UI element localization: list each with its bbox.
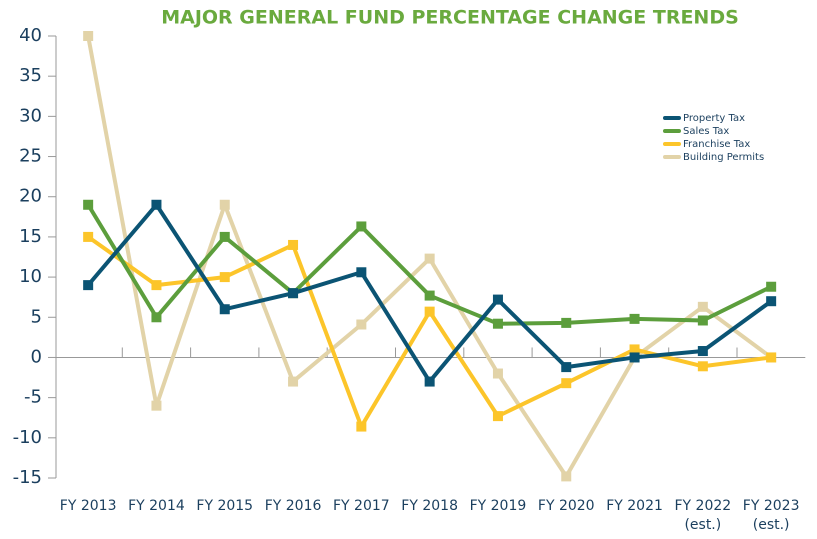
point [424,253,435,264]
point [356,267,367,278]
point [151,400,162,411]
y-tick-label: 5 [31,306,42,327]
x-tick-label: FY 2018 [401,498,458,514]
point [219,272,230,283]
point [219,304,230,315]
point [356,319,367,330]
point [766,296,777,307]
point [424,290,435,301]
point [83,199,94,210]
point [561,378,572,389]
point [766,281,777,292]
point [151,280,162,291]
legend-label: Building Permits [683,152,764,163]
y-tick-label: 0 [31,346,42,367]
point [424,306,435,317]
x-tick-label: FY 2021 [606,498,663,514]
x-tick-label: FY 2014 [128,498,185,514]
x-tick-label: FY 2019 [469,498,527,514]
y-tick-label: 25 [19,146,42,167]
y-tick-label: 30 [19,105,42,126]
y-tick-label: -10 [13,427,42,448]
point [492,294,503,305]
point [151,312,162,323]
y-tick-label: 35 [19,65,42,86]
point [288,239,299,250]
x-tick-label: FY 2020 [537,498,595,514]
legend-label: Sales Tax [683,126,729,137]
point [766,352,777,363]
y-tick-label: 40 [19,25,42,46]
y-tick-label: 15 [19,226,42,247]
point [629,313,640,324]
point [561,362,572,373]
y-tick-label: -15 [13,467,42,488]
y-tick-label: 10 [19,266,42,287]
point [561,317,572,328]
point [356,221,367,232]
x-tick-label: FY 2016 [264,498,322,514]
legend-label: Franchise Tax [683,139,750,150]
x-tick-label: FY 2023 (est.) [742,498,800,533]
point [697,361,708,372]
point [492,411,503,422]
chart-title: MAJOR GENERAL FUND PERCENTAGE CHANGE TRE… [161,7,739,29]
point [697,301,708,312]
point [697,346,708,357]
point [219,231,230,242]
legend-label: Property Tax [683,113,745,124]
point [629,344,640,355]
point [83,280,94,291]
y-tick-label: -5 [24,387,42,408]
point [492,368,503,379]
x-tick-label: FY 2013 [59,498,117,514]
x-tick-label: FY 2017 [333,498,390,514]
y-tick-label: 20 [19,186,42,207]
x-tick-label: FY 2022 (est.) [674,498,732,533]
point [492,318,503,329]
point [561,471,572,482]
point [697,315,708,326]
point [151,199,162,210]
x-tick-label: FY 2015 [196,498,254,514]
point [83,231,94,242]
point [629,352,640,363]
point [288,376,299,387]
point [288,288,299,299]
point [219,199,230,210]
point [356,421,367,432]
point [424,376,435,387]
point [83,31,94,41]
